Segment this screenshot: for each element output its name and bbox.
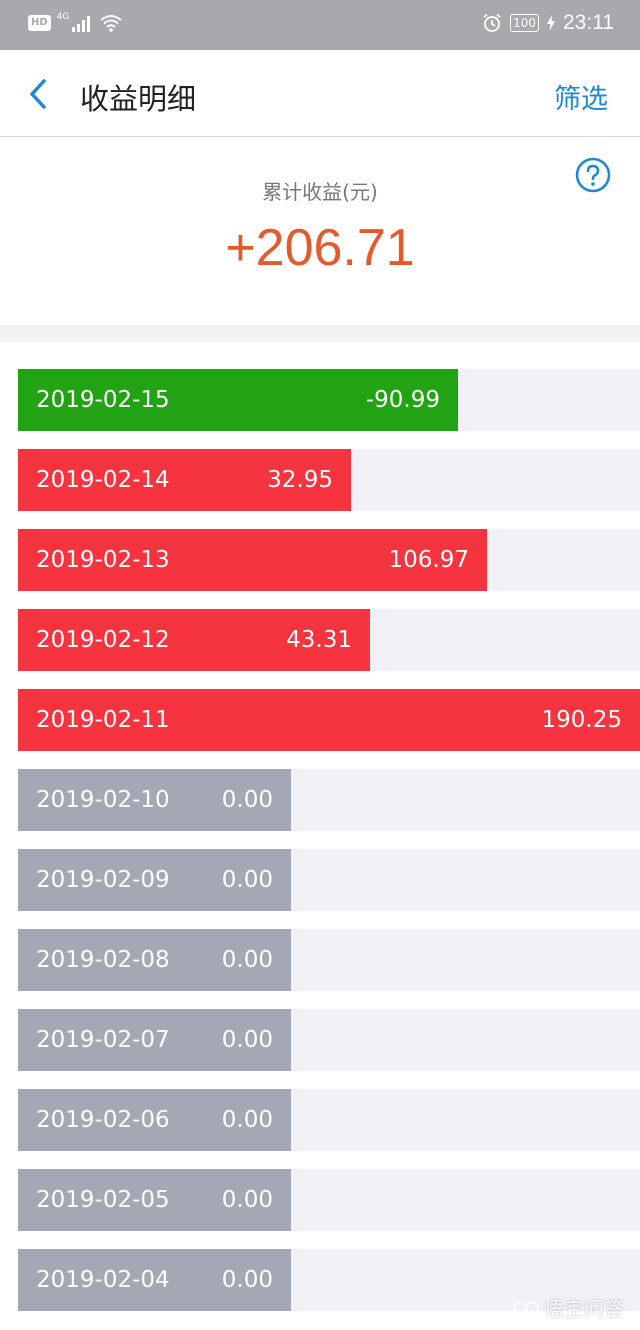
list-item[interactable]: 2019-02-10 0.00 (18, 769, 640, 831)
status-right: 100 23:11 (482, 11, 614, 35)
list-item[interactable]: 2019-02-04 0.00 (18, 1249, 640, 1311)
earnings-bar (18, 849, 291, 911)
wukong-logo-icon (513, 1300, 539, 1315)
clock: 23:11 (563, 11, 614, 34)
earnings-bar (18, 609, 370, 671)
section-divider (0, 325, 640, 342)
row-amount: 0.00 (221, 947, 273, 973)
list-item[interactable]: 2019-02-09 0.00 (18, 849, 640, 911)
hd-badge: HD (28, 15, 51, 31)
earnings-bar (18, 1089, 291, 1151)
list-item[interactable]: 2019-02-15 -90.99 (18, 369, 640, 431)
filter-button[interactable]: 筛选 (554, 84, 608, 115)
wifi-icon (100, 15, 122, 32)
page-title: 收益明细 (80, 82, 197, 116)
row-amount: 32.95 (267, 467, 333, 493)
earnings-bar (18, 529, 487, 591)
row-amount: 0.00 (221, 1187, 273, 1213)
list-item[interactable]: 2019-02-08 0.00 (18, 929, 640, 991)
row-date: 2019-02-04 (36, 1267, 170, 1293)
list-item[interactable]: 2019-02-12 43.31 (18, 609, 640, 671)
cumulative-earnings-label: 累计收益(元) (262, 180, 378, 204)
earnings-bar (18, 689, 640, 751)
question-circle-icon (575, 157, 611, 193)
alarm-icon (483, 13, 501, 32)
row-amount: 190.25 (541, 707, 622, 733)
row-amount: 0.00 (221, 1267, 273, 1293)
earnings-bar (18, 769, 291, 831)
help-button[interactable] (575, 157, 611, 193)
row-amount: 0.00 (221, 1027, 273, 1053)
row-amount: 0.00 (221, 1107, 273, 1133)
row-date: 2019-02-15 (36, 387, 170, 413)
earnings-bar (18, 449, 351, 511)
earnings-bar (18, 929, 291, 991)
network-type-label: 4G (56, 12, 70, 22)
status-left: HD 4G (28, 12, 123, 32)
signal-icon (72, 16, 91, 32)
row-date: 2019-02-05 (36, 1187, 170, 1213)
row-date: 2019-02-13 (36, 547, 170, 573)
list-item[interactable]: 2019-02-07 0.00 (18, 1009, 640, 1071)
row-amount: 0.00 (221, 787, 273, 813)
row-amount: 43.31 (286, 627, 352, 653)
back-button[interactable] (24, 76, 56, 112)
row-amount: -90.99 (365, 387, 440, 413)
app-header: 收益明细 筛选 (0, 50, 640, 137)
watermark-text: 悟空问答 (544, 1297, 624, 1321)
earnings-bar (18, 1249, 291, 1311)
row-date: 2019-02-08 (36, 947, 170, 973)
row-date: 2019-02-11 (36, 707, 170, 733)
row-date: 2019-02-10 (36, 787, 170, 813)
earnings-bar (18, 369, 458, 431)
row-amount: 106.97 (388, 547, 469, 573)
list-item[interactable]: 2019-02-11 190.25 (18, 689, 640, 751)
earnings-bar (18, 1009, 291, 1071)
battery-indicator: 100 (510, 14, 539, 32)
list-item[interactable]: 2019-02-13 106.97 (18, 529, 640, 591)
row-date: 2019-02-14 (36, 467, 170, 493)
cumulative-earnings-value: +206.71 (225, 219, 415, 277)
charging-icon (547, 15, 555, 31)
row-date: 2019-02-06 (36, 1107, 170, 1133)
chevron-left-icon (30, 79, 46, 109)
list-item[interactable]: 2019-02-05 0.00 (18, 1169, 640, 1231)
row-date: 2019-02-12 (36, 627, 170, 653)
row-amount: 0.00 (221, 867, 273, 893)
list-item[interactable]: 2019-02-06 0.00 (18, 1089, 640, 1151)
list-item[interactable]: 2019-02-14 32.95 (18, 449, 640, 511)
watermark: 悟空问答 (512, 1293, 624, 1322)
earnings-bar (18, 1169, 291, 1231)
row-date: 2019-02-07 (36, 1027, 170, 1053)
earnings-summary: 累计收益(元) +206.71 (0, 138, 640, 325)
row-date: 2019-02-09 (36, 867, 170, 893)
status-bar: HD 4G 100 23:11 (0, 0, 640, 50)
